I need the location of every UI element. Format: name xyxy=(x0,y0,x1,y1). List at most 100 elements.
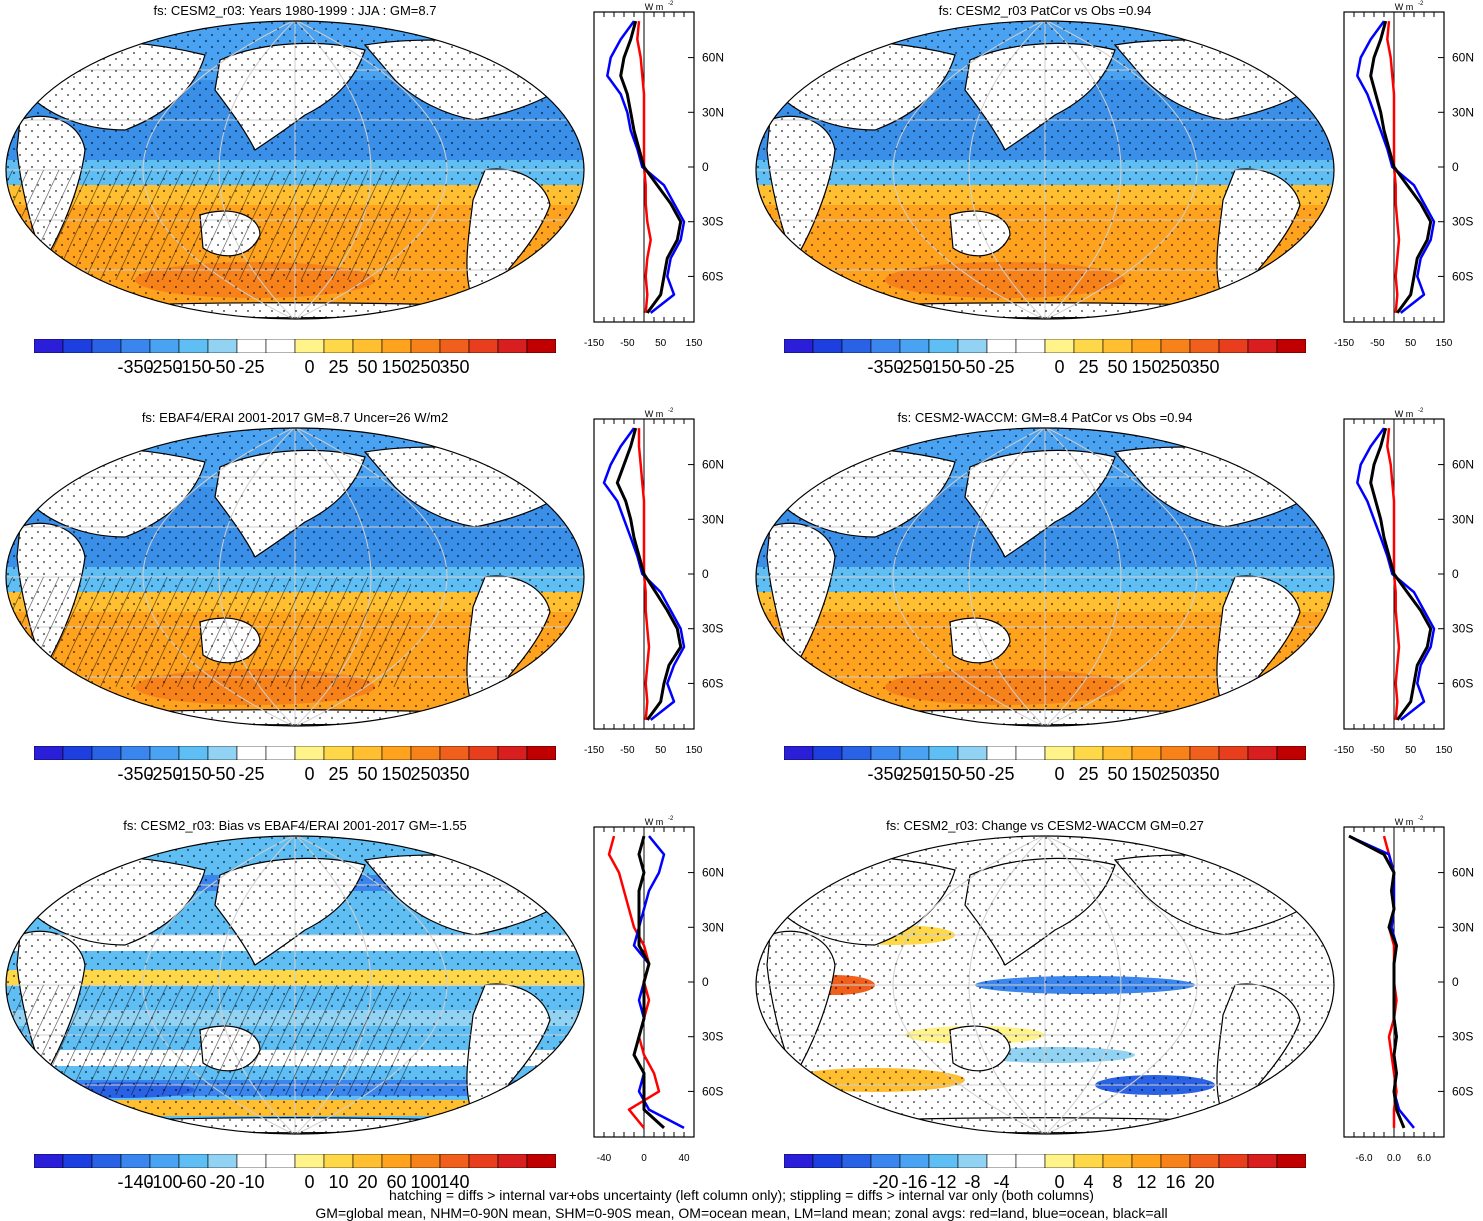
zonal-lat-label: 60S xyxy=(1452,676,1473,690)
zonal-mean-plot: 60N 30N 0 30S 60S -150 -50 50 150 W m -2 xyxy=(584,1,724,349)
colorbar-tick-label: 20 xyxy=(357,1172,378,1192)
world-map xyxy=(755,20,1335,320)
colorbar-tick-label: -16 xyxy=(901,1172,928,1192)
colorbar-tick-label: -8 xyxy=(964,1172,981,1192)
colorbar-tick-label: 140 xyxy=(439,1172,470,1192)
colorbar-tick-label: -140 xyxy=(117,1172,154,1192)
zonal-x-tick-label: 150 xyxy=(686,338,703,349)
colorbar-tick-label: 50 xyxy=(1107,357,1128,377)
colorbar-swatch xyxy=(1102,1154,1133,1168)
colorbar-swatch xyxy=(1276,746,1306,760)
colorbar-tick-label: 150 xyxy=(1131,357,1162,377)
colorbar-swatch xyxy=(928,339,959,353)
zonal-line-all xyxy=(1369,427,1433,721)
colorbar-swatch xyxy=(1131,339,1162,353)
zonal-lat-label: 30S xyxy=(1452,622,1473,636)
zonal-x-tick-label: -50 xyxy=(1370,745,1385,756)
colorbar-tick-label: 0 xyxy=(304,1172,315,1192)
colorbar-tick-label: -10 xyxy=(238,1172,265,1192)
zonal-units: W m xyxy=(1395,409,1414,419)
colorbar-swatch xyxy=(784,746,814,760)
colorbar-swatch xyxy=(870,1154,901,1168)
colorbar xyxy=(784,339,1306,353)
colorbar-tick-label: -12 xyxy=(930,1172,957,1192)
colorbar-tick-label: 12 xyxy=(1136,1172,1157,1192)
zonal-units-superscript: -2 xyxy=(668,408,674,414)
colorbar-swatch xyxy=(410,746,441,760)
colorbar-tick-label: 4 xyxy=(1083,1172,1094,1192)
colorbar-swatch xyxy=(1160,339,1191,353)
map-title: fs: CESM2_r03 PatCor vs Obs =0.94 xyxy=(938,3,1152,18)
zonal-x-tick-label: -6.0 xyxy=(1355,1153,1373,1164)
colorbar xyxy=(34,1154,556,1168)
colorbar-swatch xyxy=(323,339,354,353)
colorbar-swatch xyxy=(1015,339,1046,353)
colorbar-swatch xyxy=(812,339,843,353)
colorbar-tick-label: 150 xyxy=(381,764,412,784)
colorbar-swatch xyxy=(1073,339,1104,353)
zonal-line-ocean xyxy=(1356,20,1436,314)
zonal-lat-label: 60S xyxy=(1452,269,1473,283)
colorbar-swatch xyxy=(1044,339,1075,353)
world-map xyxy=(755,835,1335,1135)
colorbar-swatch xyxy=(410,1154,441,1168)
zonal-mean-plot: 60N 30N 0 30S 60S -40 0 40 W m -2 xyxy=(593,816,724,1164)
colorbar-swatch xyxy=(439,339,470,353)
zonal-x-tick-label: -150 xyxy=(584,745,604,756)
colorbar-swatch xyxy=(265,746,296,760)
zonal-x-tick-label: 150 xyxy=(686,745,703,756)
colorbar-tick-label: -25 xyxy=(988,764,1015,784)
colorbar xyxy=(784,1154,1306,1168)
colorbar-tick-label: 350 xyxy=(1189,357,1220,377)
colorbar-swatch xyxy=(497,339,528,353)
colorbar-tick-label: -350 xyxy=(117,764,154,784)
colorbar-labels: -350 -250 -150 -50 -25 0 25 50 150 250 350 xyxy=(34,357,556,379)
colorbar-swatch xyxy=(870,746,901,760)
zonal-lat-label: 30S xyxy=(1452,1030,1473,1044)
colorbar-tick-label: -25 xyxy=(988,357,1015,377)
zonal-mean-plot: 60N 30N 0 30S 60S -150 -50 50 150 W m -2 xyxy=(584,408,724,756)
zonal-lat-label: 60S xyxy=(1452,1084,1473,1098)
panel-5: fs: CESM2_r03: Bias vs EBAF4/ERAI 2001-2… xyxy=(0,815,740,1195)
colorbar-tick-label: 10 xyxy=(328,1172,349,1192)
colorbar-tick-label: 25 xyxy=(328,764,349,784)
zonal-lat-label: 30S xyxy=(702,622,723,636)
colorbar-swatch xyxy=(1015,1154,1046,1168)
zonal-units-superscript: -2 xyxy=(1418,408,1424,414)
colorbar-swatch xyxy=(265,339,296,353)
colorbar-swatch xyxy=(497,746,528,760)
colorbar-swatch xyxy=(178,1154,209,1168)
colorbar-swatch xyxy=(957,746,988,760)
zonal-line-all xyxy=(1348,834,1406,1129)
colorbar-tick-label: -150 xyxy=(925,357,962,377)
colorbar-swatch xyxy=(323,1154,354,1168)
colorbar-swatch xyxy=(1160,746,1191,760)
colorbar-swatch xyxy=(526,339,556,353)
zonal-units: W m xyxy=(645,2,664,12)
zonal-line-all xyxy=(1369,20,1433,314)
zonal-lat-label: 60S xyxy=(702,676,723,690)
colorbar-tick-label: -4 xyxy=(993,1172,1010,1192)
zonal-units-superscript: -2 xyxy=(1418,1,1424,7)
colorbar-swatch xyxy=(34,339,64,353)
colorbar-swatch xyxy=(91,339,122,353)
zonal-x-tick-label: 40 xyxy=(678,1153,690,1164)
colorbar-tick-label: -350 xyxy=(867,357,904,377)
colorbar-swatch xyxy=(149,1154,180,1168)
colorbar-swatch xyxy=(149,746,180,760)
colorbar-swatch xyxy=(928,1154,959,1168)
colorbar-swatch xyxy=(841,339,872,353)
zonal-x-tick-label: -150 xyxy=(584,338,604,349)
colorbar-swatch xyxy=(62,746,93,760)
colorbar-swatch xyxy=(784,339,814,353)
colorbar-swatch xyxy=(899,746,930,760)
colorbar-tick-label: 50 xyxy=(357,357,378,377)
colorbar-labels: -350 -250 -150 -50 -25 0 25 50 150 250 350 xyxy=(784,357,1306,379)
colorbar-tick-label: -60 xyxy=(180,1172,207,1192)
zonal-x-tick-label: 0 xyxy=(641,1153,647,1164)
zonal-x-tick-label: -40 xyxy=(597,1153,612,1164)
zonal-mean-plot: 60N 30N 0 30S 60S -150 -50 50 150 W m -2 xyxy=(1334,408,1474,756)
zonal-x-tick-label: 50 xyxy=(655,745,667,756)
zonal-x-tick-label: -150 xyxy=(1334,338,1354,349)
zonal-lat-label: 60N xyxy=(1452,51,1474,65)
